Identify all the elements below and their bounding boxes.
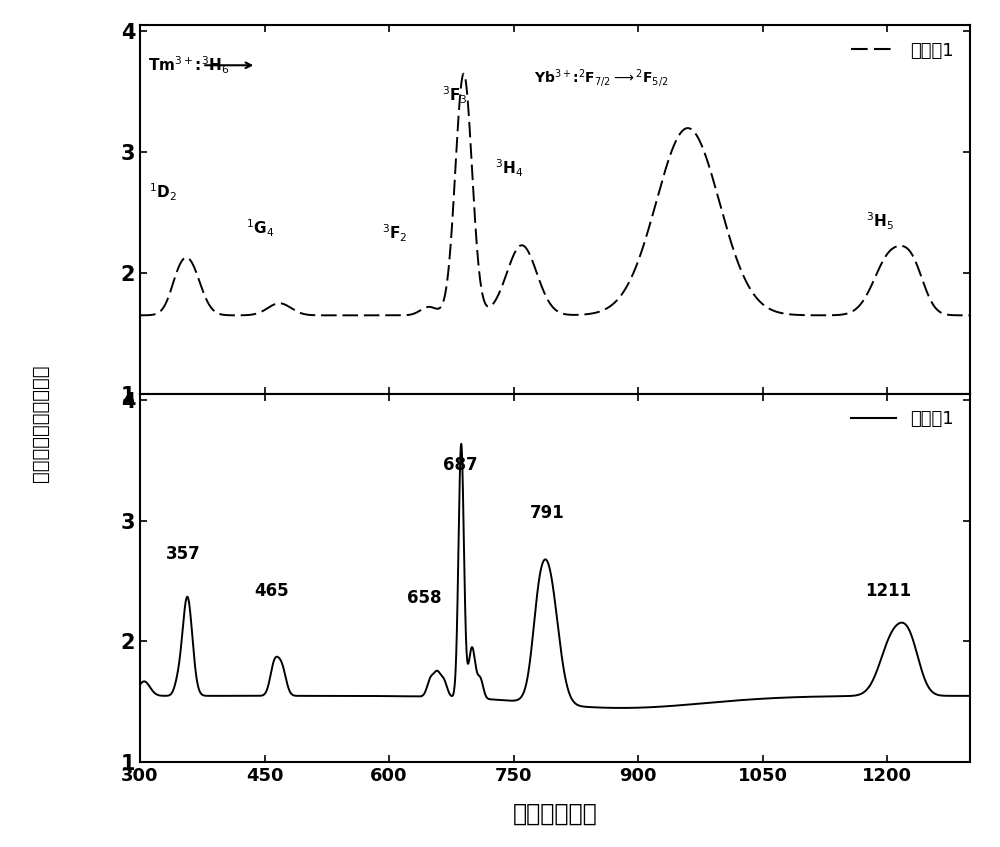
Text: $^{1}$G$_4$: $^{1}$G$_4$ (246, 218, 274, 239)
Text: 357: 357 (166, 545, 201, 563)
Text: 吸收强度（任意单位）: 吸收强度（任意单位） (30, 365, 50, 482)
Text: $^{3}$H$_5$: $^{3}$H$_5$ (866, 210, 894, 232)
Text: 687: 687 (443, 456, 478, 474)
X-axis label: 波长（纳米）: 波长（纳米） (513, 802, 597, 826)
Text: 1211: 1211 (866, 582, 912, 600)
Legend: 对照例1: 对照例1 (843, 403, 961, 435)
Text: 658: 658 (407, 589, 442, 606)
Text: 791: 791 (530, 504, 565, 523)
Text: $^{3}$F$_3$: $^{3}$F$_3$ (442, 85, 468, 106)
Text: Yb$^{3+}$:$^{2}$F$_{7/2}$$\longrightarrow$$^{2}$F$_{5/2}$: Yb$^{3+}$:$^{2}$F$_{7/2}$$\longrightarro… (534, 67, 669, 89)
Text: $^{1}$D$_2$: $^{1}$D$_2$ (149, 181, 177, 202)
Text: 465: 465 (254, 582, 288, 600)
Text: $^{3}$F$_2$: $^{3}$F$_2$ (382, 223, 408, 244)
Text: $^{3}$H$_4$: $^{3}$H$_4$ (495, 158, 524, 179)
Text: Tm$^{3+}$:$^{3}$H$_6$: Tm$^{3+}$:$^{3}$H$_6$ (148, 54, 230, 76)
Legend: 实施例1: 实施例1 (843, 35, 961, 67)
